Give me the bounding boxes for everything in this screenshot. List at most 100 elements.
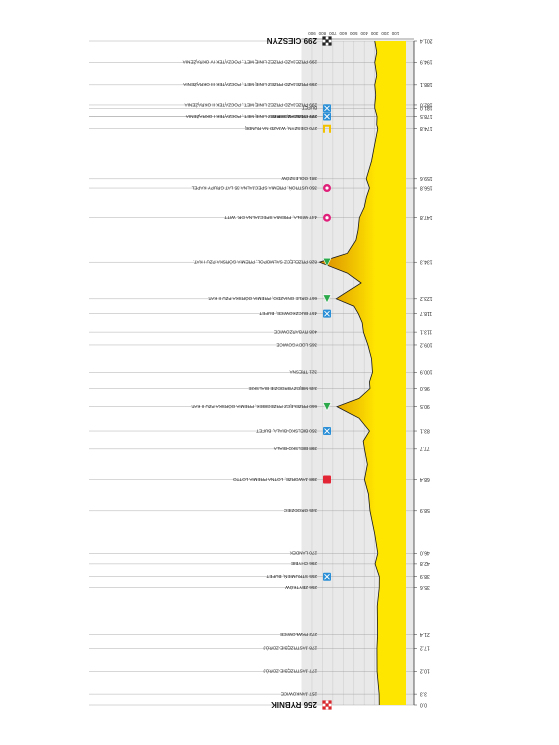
elevation-area bbox=[319, 41, 406, 705]
flag-cell bbox=[322, 700, 326, 704]
km-tick-label: 118.7 bbox=[420, 310, 432, 316]
flag-cell bbox=[328, 700, 332, 704]
start-flag-icon bbox=[322, 700, 332, 710]
point-label: 296 CHYBIE bbox=[291, 561, 317, 566]
km-tick-label: 46.0 bbox=[420, 550, 430, 556]
km-tick-label: 182.0 bbox=[420, 101, 433, 107]
km-tick-label: 181.0 bbox=[420, 105, 433, 111]
point-label: 457 BUCZKOWICE, BUFET bbox=[259, 311, 317, 316]
finish-label: 299 CIESZYN bbox=[267, 36, 317, 45]
point-label: BUFET bbox=[302, 106, 317, 111]
km-tick-label: 83.1 bbox=[420, 427, 430, 433]
bufet-icon-cross bbox=[324, 310, 330, 317]
elevation-tick-label: 800 bbox=[318, 31, 326, 36]
flag-cell bbox=[328, 39, 332, 43]
km-tick-label: 147.8 bbox=[420, 214, 433, 220]
km-tick-label: 123.2 bbox=[420, 295, 433, 301]
km-tick-label: 109.2 bbox=[420, 341, 433, 347]
point-label: 350 USTROŃ, PREMIA SPECJALNA 35 LAT GRUP… bbox=[191, 185, 317, 191]
point-label: 257 JANKOWICE bbox=[281, 691, 317, 696]
km-tick-label: 159.6 bbox=[420, 175, 433, 181]
km-tick-label: 38.9 bbox=[420, 573, 430, 579]
flag-cell bbox=[328, 706, 332, 710]
km-tick-label: 194.9 bbox=[420, 59, 433, 65]
elevation-tick-label: 200 bbox=[381, 31, 389, 36]
finish-flag-icon bbox=[322, 36, 332, 46]
flag-cell bbox=[322, 703, 326, 707]
km-tick-label: 156.8 bbox=[420, 184, 433, 190]
km-tick-label: 96.0 bbox=[420, 385, 430, 391]
point-label: 299 PRZEJAZD PRZEZ LINIĘ MET., POCZĄTEK … bbox=[184, 102, 317, 108]
sprint-square-icon bbox=[323, 475, 331, 484]
elevation-tick-label: 600 bbox=[339, 31, 347, 36]
point-label: 365 LODYGOWICE bbox=[276, 342, 317, 347]
special-premium-icon-dot bbox=[325, 186, 329, 190]
kom-triangle-marker bbox=[322, 257, 332, 267]
point-label: 272 PAWŁOWICE bbox=[280, 632, 317, 637]
km-tick-label: 42.8 bbox=[420, 560, 430, 566]
bufet-icon-cross bbox=[324, 573, 330, 580]
bufet-icon-cross bbox=[324, 105, 330, 112]
km-tick-label: 35.6 bbox=[420, 584, 430, 590]
point-label: 299 PRZEJAZD PRZEZ LINIĘ MET., POCZĄTEK … bbox=[182, 82, 317, 88]
flag-cell bbox=[322, 42, 326, 46]
elevation-tick-label: 100 bbox=[391, 31, 399, 36]
special-premium-icon-dot bbox=[325, 216, 329, 220]
point-label: 345 GRODZIEC bbox=[283, 508, 317, 513]
kom-triangle-icon bbox=[322, 257, 332, 267]
elevation-tick-label: 400 bbox=[360, 31, 368, 36]
kom-triangle-icon bbox=[322, 402, 332, 412]
point-label: 408 RYBARZOWICE bbox=[274, 329, 317, 334]
point-label: 321 TRESNA bbox=[289, 370, 317, 375]
elevation-tick-label: 900 bbox=[308, 31, 316, 36]
point-label: 345 MIĘDZYBRODZIE BIALSKIE bbox=[249, 386, 317, 391]
point-label: 660 PRZEŁĘCZ PRZEGIBEK, PREMIA GÓRSKA PZ… bbox=[191, 404, 317, 410]
km-tick-label: 21.4 bbox=[420, 631, 430, 637]
lap-loop-icon bbox=[323, 124, 331, 133]
elevation-tick-label: 700 bbox=[329, 31, 337, 36]
kom-triangle-marker bbox=[322, 294, 332, 304]
point-label: 398 JAWORZE, LOTNA PREMIA LOTTO bbox=[233, 477, 317, 482]
km-tick-label: 113.1 bbox=[420, 328, 432, 334]
km-tick-label: 17.2 bbox=[420, 645, 430, 651]
km-tick-label: 0.0 bbox=[420, 701, 427, 707]
point-label: 277 CIESZYN, BUFET bbox=[270, 114, 317, 119]
kom-triangle-icon bbox=[322, 294, 332, 304]
flag-cell bbox=[325, 706, 329, 710]
point-label: 381 GOLESZÓW bbox=[281, 176, 317, 182]
km-tick-label: 90.5 bbox=[420, 403, 430, 409]
point-label: 828 PRZEŁĘCZ SALMOPOL, PREMIA GÓRSKA PZU… bbox=[193, 260, 317, 266]
point-label: 299 PRZEJAZD PRZEZ LINIĘ MET., POCZĄTEK … bbox=[185, 114, 317, 120]
km-tick-label: 3.3 bbox=[420, 690, 427, 696]
elevation-outline bbox=[318, 40, 380, 706]
point-label: 278 JASTRZĘBIE-ZDRÓJ bbox=[263, 646, 317, 652]
km-tick-label: 58.9 bbox=[420, 507, 430, 513]
km-tick-label: 178.5 bbox=[420, 113, 433, 119]
point-label: 255 STRUMIEŃ, BUFET bbox=[266, 574, 317, 580]
flag-cell bbox=[328, 703, 332, 707]
point-label: 350 BIELSKO-BIAŁA, BUFET bbox=[256, 428, 317, 433]
point-label: 299 PRZEJAZD PRZEZ LINIĘ MET., POCZĄTEK … bbox=[182, 60, 317, 66]
flag-cell bbox=[328, 42, 332, 46]
flag-cell bbox=[325, 36, 329, 40]
flag-cell bbox=[322, 36, 326, 40]
start-label: 256 RYBNIK bbox=[271, 700, 317, 709]
point-label: 256 ZBYTKÓW bbox=[285, 585, 317, 591]
km-tick-label: 68.4 bbox=[420, 476, 430, 482]
km-tick-label: 174.8 bbox=[420, 125, 433, 131]
km-tick-label: 77.7 bbox=[420, 445, 430, 451]
km-tick-label: 134.3 bbox=[420, 259, 433, 265]
point-label: 270 CIESZYN, WJAZD NA RUNDĘ bbox=[245, 126, 317, 131]
point-label: 447 WISŁA, PREMIA SPECJALNA DR. WITT bbox=[224, 215, 317, 220]
flag-cell bbox=[322, 706, 326, 710]
km-tick-label: 10.2 bbox=[420, 668, 430, 674]
point-label: 270 LANDEK bbox=[289, 551, 317, 556]
flag-cell bbox=[325, 700, 329, 704]
point-label: 277 JASTRZĘBIE-ZDRÓJ bbox=[263, 669, 317, 675]
point-label: 667 GRLE GNIAZDO, PREMIA GÓRSKA PZU II K… bbox=[208, 296, 317, 302]
km-tick-label: 100.9 bbox=[420, 369, 433, 375]
km-tick-label: 201.4 bbox=[420, 37, 433, 43]
